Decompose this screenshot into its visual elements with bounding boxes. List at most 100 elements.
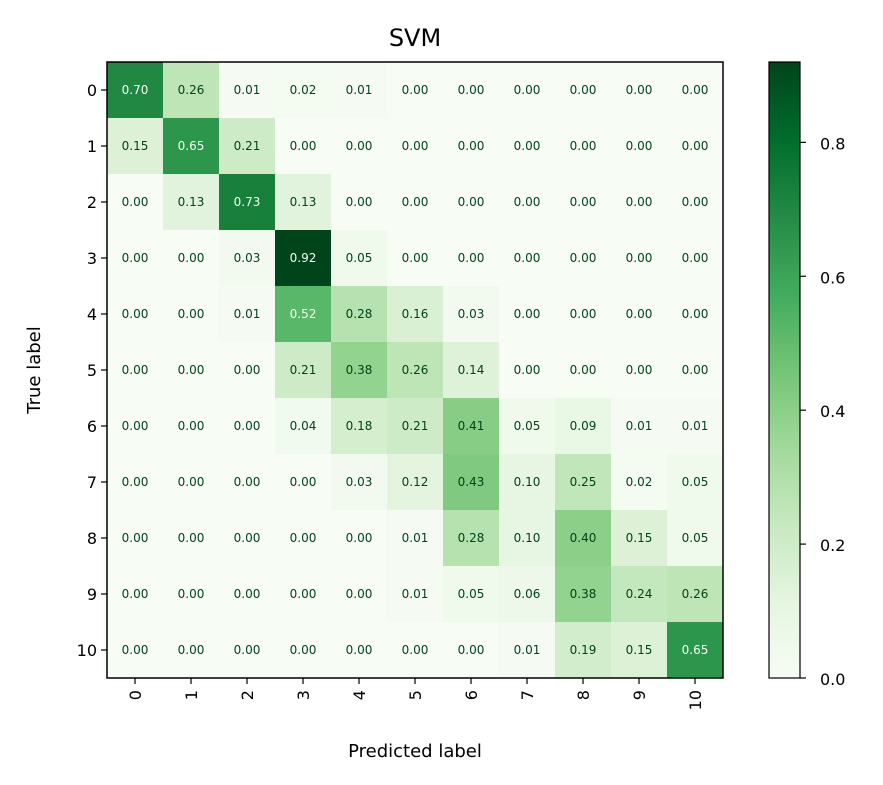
heatmap-cell bbox=[443, 510, 500, 567]
cell-value-label: 0.00 bbox=[626, 251, 653, 265]
heatmap-cell bbox=[275, 398, 332, 455]
cell-value-label: 0.00 bbox=[682, 363, 709, 377]
heatmap-cell bbox=[107, 62, 164, 119]
heatmap-cell bbox=[331, 62, 388, 119]
colorbar-gradient bbox=[768, 61, 801, 679]
cell-value-label: 0.13 bbox=[290, 195, 317, 209]
x-tick-label: 7 bbox=[518, 690, 537, 700]
cell-value-label: 0.00 bbox=[178, 419, 205, 433]
heatmap-cell bbox=[499, 62, 556, 119]
cell-value-label: 0.65 bbox=[178, 139, 205, 153]
cell-value-label: 0.00 bbox=[570, 251, 597, 265]
heatmap-cell bbox=[275, 230, 332, 287]
x-tick-label: 2 bbox=[238, 690, 257, 700]
colorbar-tick-label: 0.2 bbox=[820, 536, 845, 555]
heatmap-cell bbox=[275, 286, 332, 343]
cell-value-label: 0.05 bbox=[682, 531, 709, 545]
heatmap-cell bbox=[555, 454, 612, 511]
heatmap-cell bbox=[275, 510, 332, 567]
cell-value-label: 0.00 bbox=[346, 643, 373, 657]
heatmap-cell bbox=[499, 622, 556, 679]
heatmap-cell bbox=[667, 230, 724, 287]
heatmap-cell bbox=[387, 566, 444, 623]
heatmap-cell bbox=[107, 230, 164, 287]
cell-value-label: 0.13 bbox=[178, 195, 205, 209]
heatmap-cell bbox=[331, 118, 388, 175]
cell-value-label: 0.00 bbox=[402, 139, 429, 153]
y-tick-label: 5 bbox=[87, 361, 97, 380]
x-tick-label: 10 bbox=[686, 690, 705, 710]
cell-value-label: 0.00 bbox=[122, 195, 149, 209]
y-axis-ticks: 0 1 2 3 4 5 6 7 8 9 10 bbox=[77, 81, 107, 660]
cell-value-label: 0.73 bbox=[234, 195, 261, 209]
cell-value-label: 0.00 bbox=[626, 307, 653, 321]
heatmap-cell bbox=[611, 398, 668, 455]
cell-value-label: 0.15 bbox=[626, 531, 653, 545]
x-tick-label: 4 bbox=[350, 690, 369, 700]
heatmap-cell bbox=[387, 510, 444, 567]
y-tick-label: 7 bbox=[87, 473, 97, 492]
cell-value-label: 0.00 bbox=[122, 531, 149, 545]
heatmap-cell bbox=[107, 566, 164, 623]
cell-value-label: 0.01 bbox=[402, 531, 429, 545]
cell-value-label: 0.00 bbox=[290, 139, 317, 153]
heatmap-cell bbox=[331, 454, 388, 511]
heatmap-cell bbox=[443, 174, 500, 231]
cell-value-label: 0.00 bbox=[290, 475, 317, 489]
cell-value-label: 0.00 bbox=[514, 195, 541, 209]
cell-value-label: 0.00 bbox=[234, 643, 261, 657]
heatmap-cell bbox=[331, 286, 388, 343]
y-tick-label: 4 bbox=[87, 305, 97, 324]
y-tick-label: 6 bbox=[87, 417, 97, 436]
y-tick-label: 10 bbox=[77, 641, 97, 660]
heatmap-cell bbox=[107, 510, 164, 567]
cell-value-label: 0.00 bbox=[122, 419, 149, 433]
cell-value-label: 0.05 bbox=[458, 587, 485, 601]
heatmap-cell bbox=[219, 398, 276, 455]
heatmap-cell bbox=[499, 398, 556, 455]
heatmap-cell bbox=[219, 118, 276, 175]
heatmap-cell bbox=[387, 622, 444, 679]
heatmap-cell bbox=[387, 118, 444, 175]
cell-value-label: 0.00 bbox=[682, 139, 709, 153]
heatmap-cell bbox=[387, 286, 444, 343]
heatmap-cell bbox=[555, 566, 612, 623]
heatmap-cell bbox=[611, 118, 668, 175]
cell-value-label: 0.00 bbox=[122, 643, 149, 657]
x-tick-label: 5 bbox=[406, 690, 425, 700]
cell-value-label: 0.00 bbox=[122, 475, 149, 489]
heatmap-cell bbox=[555, 342, 612, 399]
heatmap-cell bbox=[611, 566, 668, 623]
heatmap-cell bbox=[387, 398, 444, 455]
heatmap-cell bbox=[219, 566, 276, 623]
cell-value-label: 0.00 bbox=[122, 307, 149, 321]
colorbar-tick-label: 0.8 bbox=[820, 134, 845, 153]
heatmap-cell bbox=[499, 286, 556, 343]
cell-value-label: 0.65 bbox=[682, 643, 709, 657]
cell-value-label: 0.00 bbox=[178, 531, 205, 545]
cell-value-label: 0.14 bbox=[458, 363, 485, 377]
cell-value-label: 0.12 bbox=[402, 475, 429, 489]
heatmap-cell bbox=[163, 622, 220, 679]
cell-value-label: 0.00 bbox=[682, 251, 709, 265]
cell-value-label: 0.16 bbox=[402, 307, 429, 321]
cell-value-label: 0.03 bbox=[234, 251, 261, 265]
cell-value-label: 0.26 bbox=[682, 587, 709, 601]
heatmap-cell bbox=[443, 454, 500, 511]
chart-title: SVM bbox=[389, 24, 441, 52]
colorbar-tick-label: 0.6 bbox=[820, 268, 845, 287]
cell-value-label: 0.00 bbox=[402, 83, 429, 97]
cell-value-label: 0.01 bbox=[514, 643, 541, 657]
heatmap-cell bbox=[667, 174, 724, 231]
cell-value-label: 0.00 bbox=[458, 83, 485, 97]
heatmap-cell bbox=[611, 510, 668, 567]
heatmap-cell bbox=[555, 62, 612, 119]
cell-value-label: 0.00 bbox=[178, 587, 205, 601]
heatmap-cell bbox=[387, 230, 444, 287]
cell-value-label: 0.00 bbox=[346, 195, 373, 209]
heatmap-cell bbox=[387, 454, 444, 511]
cell-value-label: 0.00 bbox=[178, 363, 205, 377]
heatmap-cell bbox=[163, 510, 220, 567]
heatmap-cell bbox=[667, 566, 724, 623]
